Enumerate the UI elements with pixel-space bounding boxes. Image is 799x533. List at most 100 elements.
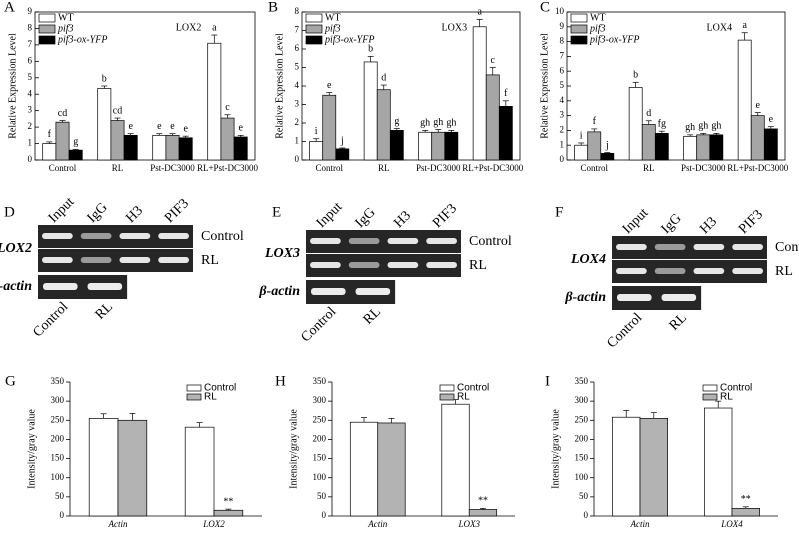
y-tick-label: 0 xyxy=(584,510,589,520)
y-axis-label: Intensity/gray value xyxy=(550,409,561,489)
significance-letter: e xyxy=(128,121,133,132)
bar xyxy=(377,422,406,517)
y-tick-label: 200 xyxy=(51,433,65,443)
y-tick-label: 150 xyxy=(313,453,327,463)
significance-letter: gh xyxy=(698,121,708,132)
y-tick-label: 5 xyxy=(28,72,33,82)
bar xyxy=(184,426,215,517)
y-tick-label: 150 xyxy=(51,453,65,463)
gel-band xyxy=(80,257,112,263)
gel-band xyxy=(119,233,151,239)
significance-letter: i xyxy=(315,126,318,137)
legend-label: pif3-ox-YFP xyxy=(589,34,639,45)
y-tick-label: 3 xyxy=(295,99,300,109)
gel-band xyxy=(426,262,457,268)
significance-letter: a xyxy=(477,7,482,18)
y-tick-label: 0 xyxy=(295,154,300,164)
bar xyxy=(123,134,138,161)
significance-letter: b xyxy=(633,70,638,81)
y-tick-label: 8 xyxy=(560,36,565,46)
bar xyxy=(737,39,752,161)
gel-row xyxy=(38,249,193,272)
bar xyxy=(213,509,244,517)
gel-band xyxy=(732,268,763,274)
x-tick-label: LOX2 xyxy=(202,519,225,529)
x-tick-label: RL xyxy=(378,163,390,173)
y-tick-label: 7 xyxy=(295,25,300,35)
bar xyxy=(485,74,500,161)
panel-label: H xyxy=(275,373,286,389)
bar xyxy=(42,143,57,161)
gel-band xyxy=(80,233,112,239)
significance-letter: g xyxy=(73,137,78,148)
lane-label: IgG xyxy=(85,200,111,226)
y-tick-label: 1 xyxy=(295,136,300,146)
bar xyxy=(207,42,222,161)
gel-band xyxy=(616,268,647,274)
y-tick-label: 300 xyxy=(51,395,65,405)
y-tick-label: 50 xyxy=(579,491,589,501)
significance-letter: g xyxy=(394,116,399,127)
significance-letter: gh xyxy=(433,117,443,128)
significance-letter: j xyxy=(340,135,344,146)
legend-swatch xyxy=(305,24,323,34)
y-tick-label: 300 xyxy=(313,395,327,405)
legend-label: Control xyxy=(457,383,489,394)
panel-label: G xyxy=(5,373,16,389)
panel-label: E xyxy=(272,204,281,220)
legend-label: pif3 xyxy=(57,23,74,34)
x-tick-label: Pst-DC3000 xyxy=(150,163,195,173)
bar xyxy=(349,421,379,517)
gel-band xyxy=(43,283,78,290)
x-tick-label: Pst-DC3000 xyxy=(416,163,461,173)
significance-letter: e xyxy=(170,121,175,132)
lane-label: H3 xyxy=(391,208,414,231)
y-tick-label: 7 xyxy=(28,39,33,49)
bar xyxy=(68,149,83,161)
significance-letter: cd xyxy=(113,105,122,116)
lane-label: IgG xyxy=(659,211,685,237)
legend-label: pif3 xyxy=(589,23,606,34)
gel-row xyxy=(612,236,767,259)
significance-letter: fg xyxy=(658,118,666,129)
significance-mark: ** xyxy=(223,496,233,507)
y-tick-label: 250 xyxy=(313,414,327,424)
y-tick-label: 9 xyxy=(560,21,565,31)
bar xyxy=(763,128,778,161)
y-tick-label: 350 xyxy=(575,376,589,386)
reference-label: β-actin xyxy=(0,279,32,294)
bar xyxy=(165,134,180,161)
y-axis-label: Relative Expression Level xyxy=(274,33,285,139)
row-label: RL xyxy=(469,258,487,273)
bar xyxy=(498,105,513,161)
chart-title: LOX4 xyxy=(707,22,733,33)
gel-band xyxy=(158,233,189,239)
y-tick-label: 300 xyxy=(575,395,589,405)
y-tick-label: 6 xyxy=(295,43,300,53)
significance-letter: f xyxy=(593,116,597,127)
significance-letter: d xyxy=(646,108,651,119)
bar xyxy=(641,124,656,161)
y-axis-label: Intensity/gray value xyxy=(26,409,37,489)
gel-band xyxy=(693,268,725,274)
x-tick-label: RL+Pst-DC3000 xyxy=(462,163,524,173)
legend-swatch xyxy=(38,24,56,34)
gel-band xyxy=(617,294,652,301)
legend-label: pif3 xyxy=(324,23,341,34)
gel-row xyxy=(612,260,767,283)
gel-band xyxy=(355,288,391,295)
bar xyxy=(683,135,698,161)
y-tick-label: 0 xyxy=(560,154,565,164)
lane-label: IgG xyxy=(353,205,379,231)
y-tick-label: 250 xyxy=(575,414,589,424)
bar xyxy=(117,419,148,517)
bar xyxy=(178,137,193,161)
bar xyxy=(322,94,337,161)
lane-label: RL xyxy=(361,304,384,327)
gel-band xyxy=(119,257,151,263)
bar xyxy=(88,418,119,517)
significance-letter: j xyxy=(605,140,609,151)
significance-letter: e xyxy=(157,121,162,132)
legend-swatch xyxy=(305,13,323,23)
